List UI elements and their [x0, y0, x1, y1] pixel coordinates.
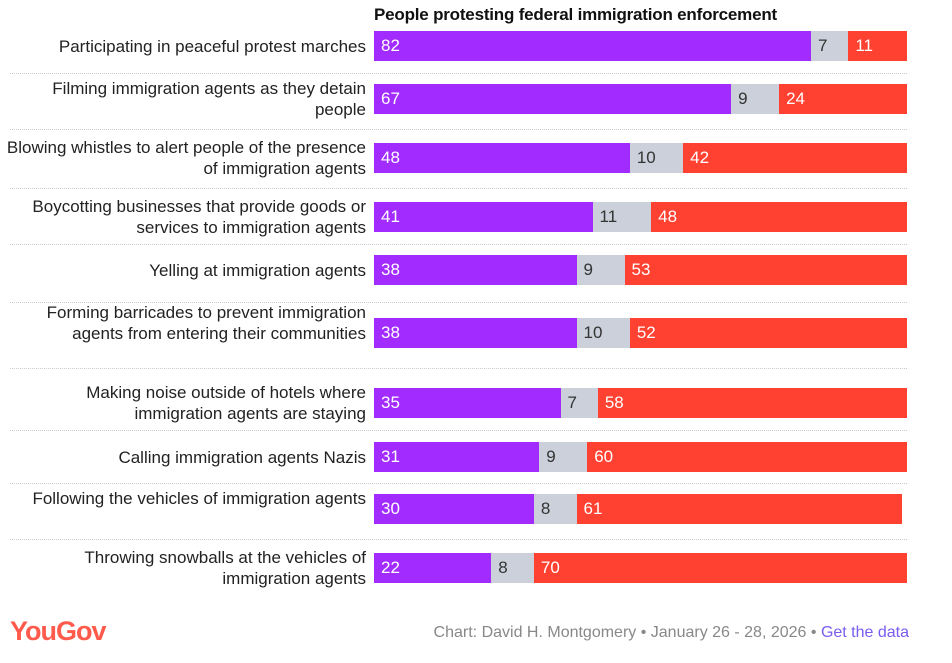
- bar-segment-approve: 48: [374, 143, 630, 173]
- stacked-bar: 48 10 42: [374, 143, 907, 173]
- bar-segment-not-sure: 11: [592, 202, 652, 232]
- bar-segment-disapprove: 11: [848, 31, 907, 61]
- bar-segment-approve: 31: [374, 442, 540, 472]
- stacked-bar: 41 11 48: [374, 202, 907, 232]
- category-label: Calling immigration agents Nazis: [118, 447, 366, 467]
- yougov-logo: YouGov: [10, 616, 107, 646]
- row-divider: [10, 301, 907, 303]
- bar-segment-not-sure: 10: [629, 143, 684, 173]
- stacked-bar: 35 7 58: [374, 388, 907, 418]
- category-label: Throwing snowballs at the vehicles of im…: [84, 548, 366, 588]
- bar-segment-not-sure: 9: [539, 442, 588, 472]
- stacked-bar: 22 8 70: [374, 553, 907, 583]
- bar-segment-approve: 82: [374, 31, 812, 61]
- row-divider: [10, 128, 907, 130]
- row-divider: [10, 368, 907, 369]
- stacked-bar: 67 9 24: [374, 84, 907, 114]
- bar-segment-approve: 67: [374, 84, 732, 114]
- bar-segment-disapprove: 70: [533, 553, 907, 583]
- bar-segment-approve: 41: [374, 202, 593, 232]
- bar-segment-disapprove: 48: [651, 202, 907, 232]
- credit-text: Chart: David H. Montgomery • January 26 …: [433, 624, 821, 641]
- bar-segment-not-sure: 7: [811, 31, 849, 61]
- bar-segment-not-sure: 8: [491, 553, 534, 583]
- category-label: Making noise outside of hotels where imm…: [86, 383, 366, 423]
- category-label: Boycotting businesses that provide goods…: [32, 197, 366, 237]
- row-divider: [10, 187, 907, 189]
- category-label: Participating in peaceful protest marche…: [58, 36, 366, 56]
- bar-segment-disapprove: 60: [587, 442, 907, 472]
- stacked-bar: 38 9 53: [374, 255, 907, 285]
- bar-segment-not-sure: 9: [576, 255, 625, 285]
- stacked-bar: 82 7 11: [374, 31, 907, 61]
- row-divider: [10, 243, 907, 245]
- category-label: Blowing whistles to alert people of the …: [6, 138, 366, 178]
- get-data-link[interactable]: Get the data: [820, 624, 909, 641]
- category-label: Following the vehicles of immigration ag…: [32, 489, 366, 508]
- bar-segment-not-sure: 10: [576, 318, 630, 348]
- category-label: Filming immigration agents as they detai…: [52, 79, 366, 119]
- bar-segment-approve: 38: [374, 255, 577, 285]
- chart-title: People protesting federal immigration en…: [374, 5, 777, 24]
- bar-segment-disapprove: 58: [597, 388, 907, 418]
- row-divider: [10, 430, 907, 431]
- bar-segment-disapprove: 24: [779, 84, 907, 114]
- stacked-bar: 30 8 61: [374, 494, 907, 524]
- category-label: Yelling at immigration agents: [149, 260, 366, 280]
- bar-segment-not-sure: 7: [560, 388, 598, 418]
- category-label: Forming barricades to prevent immigratio…: [46, 302, 366, 343]
- bar-segment-approve: 35: [374, 388, 561, 418]
- row-divider: [10, 538, 907, 540]
- footer-credit: Chart: David H. Montgomery • January 26 …: [434, 624, 909, 642]
- bar-segment-approve: 22: [374, 553, 492, 583]
- stacked-bar: 38 10 52: [374, 318, 907, 348]
- bar-segment-disapprove: 61: [576, 494, 902, 524]
- bar-segment-not-sure: 8: [533, 494, 577, 524]
- row-divider: [10, 72, 907, 74]
- row-divider: [10, 483, 907, 484]
- bar-segment-approve: 30: [374, 494, 534, 524]
- bar-segment-disapprove: 53: [624, 255, 907, 285]
- bar-segment-disapprove: 52: [629, 318, 907, 348]
- bar-segment-not-sure: 9: [731, 84, 780, 114]
- bar-segment-approve: 38: [374, 318, 577, 348]
- bar-segment-disapprove: 42: [683, 143, 907, 173]
- stacked-bar: 31 9 60: [374, 442, 907, 472]
